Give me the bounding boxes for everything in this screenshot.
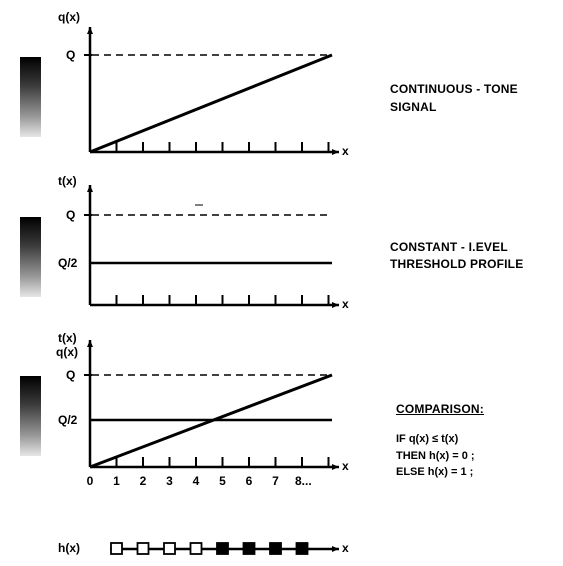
panel3-q-label: Q xyxy=(66,368,76,382)
panel1-gray-ramp xyxy=(20,57,41,137)
panel3-condition-line3: ELSE h(x) = 1 ; xyxy=(396,466,474,478)
output-cell-one xyxy=(216,542,229,555)
panel3-x-tick-label: 3 xyxy=(166,474,173,488)
panel2-gray-ramp xyxy=(20,217,41,297)
panel3-caption-title: COMPARISON: xyxy=(396,402,484,416)
panel3-condition-line2: THEN h(x) = 0 ; xyxy=(396,450,475,462)
panel2-x-ticks xyxy=(115,295,330,305)
output-cell-one xyxy=(269,542,282,555)
output-cell-one xyxy=(242,542,256,555)
panel1-y-axis-label: q(x) xyxy=(58,10,80,24)
panel2-half-q-label: Q/2 xyxy=(58,256,78,270)
panel1-q-label: Q xyxy=(66,48,76,62)
panel3-half-q-label: Q/2 xyxy=(58,413,78,427)
panel3-signal-ramp xyxy=(89,373,333,469)
panel3-x-tick-label: 8... xyxy=(295,474,312,488)
output-cell-zero xyxy=(110,542,123,555)
output-cell-zero xyxy=(136,542,150,555)
panel2-y-axis-label: t(x) xyxy=(58,174,77,188)
panel2-caption-line1: CONSTANT - I.EVEL xyxy=(390,240,508,254)
output-cell-one xyxy=(295,542,309,555)
panel3-x-tick-label: 7 xyxy=(272,474,279,488)
panel3-x-tick-label: 2 xyxy=(139,474,147,488)
output-x-axis-label: x xyxy=(342,541,349,555)
panel3-x-tick-label: 4 xyxy=(192,474,200,488)
output-row-plot xyxy=(110,542,339,555)
panel3-x-tick-label: 1 xyxy=(113,474,120,488)
panel2-plot xyxy=(84,185,339,308)
panel2-q-label: Q xyxy=(66,208,76,222)
panel3-x-axis-label: x xyxy=(342,459,349,473)
panel1-caption-line2: SIGNAL xyxy=(390,100,437,114)
panel1-signal-ramp xyxy=(89,53,333,154)
panel3-x-tick-label: 0 xyxy=(86,474,94,488)
panel1-caption-line1: CONTINUOUS - TONE xyxy=(390,82,518,96)
output-y-axis-label: h(x) xyxy=(58,541,80,555)
panel3-x-tick-label: 5 xyxy=(219,474,226,488)
panel3-x-tick-label: 6 xyxy=(245,474,253,488)
panel1-x-axis-label: x xyxy=(342,144,349,158)
panel3-gray-ramp xyxy=(20,376,41,456)
output-cell-zero xyxy=(163,542,176,555)
panel1-plot xyxy=(84,27,339,155)
output-cell-zero xyxy=(189,542,203,555)
panel3-condition-line1: IF q(x) ≤ t(x) xyxy=(396,433,459,445)
panel2-x-axis-label: x xyxy=(342,297,349,311)
panel3-y-axis-label-line2: q(x) xyxy=(56,345,78,359)
panel3-x-ticks xyxy=(115,457,330,467)
panel3-plot xyxy=(84,340,339,470)
panel3-y-axis-label-line1: t(x) xyxy=(58,331,77,345)
panel2-caption-line2: THRESHOLD PROFILE xyxy=(390,257,524,271)
panel1-x-ticks xyxy=(115,142,330,152)
output-cells xyxy=(110,542,309,555)
